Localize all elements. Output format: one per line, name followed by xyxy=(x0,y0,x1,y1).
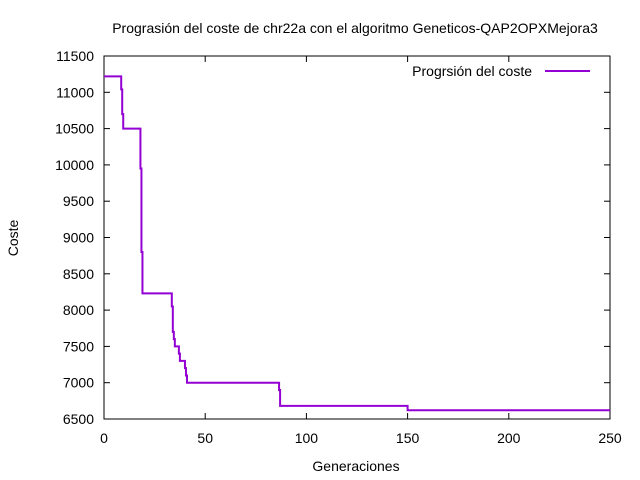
series-layer xyxy=(104,75,610,412)
y-tick-label: 11500 xyxy=(56,48,94,64)
legend-label: Progrsión del coste xyxy=(412,63,532,79)
chart-title: Prograsión del coste de chr22a con el al… xyxy=(112,20,598,36)
y-tick-label: 7000 xyxy=(63,375,94,391)
y-tick-label: 9000 xyxy=(63,230,94,246)
y-tick-label: 11000 xyxy=(56,84,94,100)
x-tick-label: 250 xyxy=(598,430,622,446)
x-tick-label: 200 xyxy=(497,430,521,446)
x-tick-label: 0 xyxy=(100,430,108,446)
plot-border xyxy=(103,55,611,420)
y-tick-label: 8500 xyxy=(63,266,94,282)
y-axis-label: Coste xyxy=(5,220,21,257)
y-tick-label: 9500 xyxy=(63,193,94,209)
legend: Progrsión del coste xyxy=(412,63,590,79)
x-axis: 0 50 100 150 200 250 xyxy=(100,56,622,446)
x-axis-label: Generaciones xyxy=(312,458,399,474)
x-tick-label: 100 xyxy=(295,430,319,446)
x-tick-label: 50 xyxy=(197,430,213,446)
series-line xyxy=(104,75,610,412)
y-tick-label: 10500 xyxy=(55,121,94,137)
y-tick-label: 7500 xyxy=(63,338,94,354)
y-tick-label: 10000 xyxy=(55,157,94,173)
y-tick-label: 8000 xyxy=(63,302,94,318)
x-tick-label: 150 xyxy=(396,430,420,446)
y-tick-label: 6500 xyxy=(63,411,94,427)
y-axis: 6500 7000 7500 8000 8500 9000 9500 10000 10500 11… xyxy=(55,48,610,427)
